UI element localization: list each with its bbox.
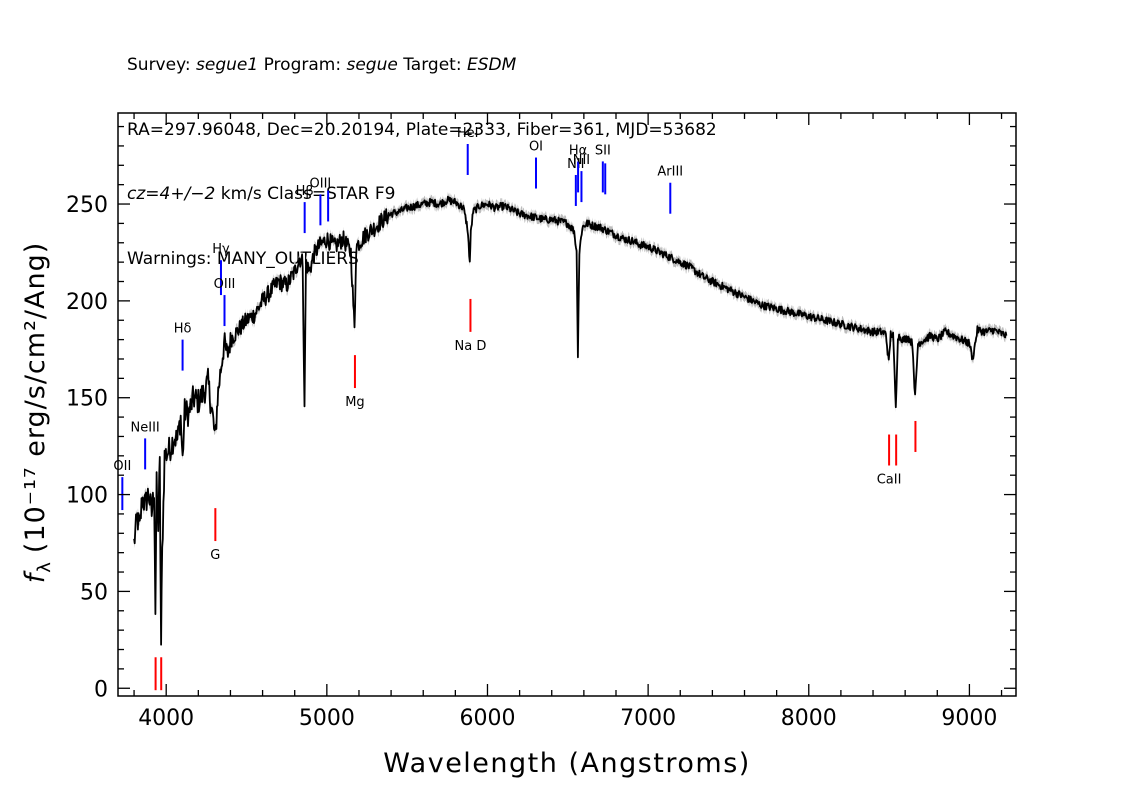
x-tick-label: 9000 [941, 706, 997, 731]
header-line-redshift: cz=4+/−2 km/s Class=STAR F9 [127, 184, 717, 206]
cz-value: cz=4+/−2 [127, 184, 216, 204]
emission-line-label: OI [529, 140, 543, 155]
y-axis-label: fλ (10⁻¹⁷ erg/s/cm²/Ang) [20, 242, 55, 584]
header-line-survey: Survey: segue1 Program: segue Target: ES… [127, 55, 717, 77]
survey-value: segue1 [196, 55, 259, 75]
y-tick-label: 200 [66, 290, 108, 315]
emission-line-label: NII [567, 157, 584, 172]
emission-line-label: OIII [214, 277, 236, 292]
y-axis-unit: (10⁻¹⁷ erg/s/cm²/Ang) [20, 242, 51, 553]
y-axis-subscript: λ [34, 561, 55, 573]
x-tick-label: 7000 [620, 706, 676, 731]
emission-line-label: NII [573, 153, 590, 168]
emission-line-label: OII [113, 459, 131, 474]
emission-line-label: NeIII [131, 420, 160, 435]
target-value: ESDM [466, 55, 517, 75]
y-tick-label: 50 [80, 580, 108, 605]
emission-line-label: Hα [569, 143, 587, 158]
emission-line-label: SII [595, 143, 611, 158]
emission-line-label: OIII [310, 176, 332, 191]
emission-line-label: Hβ [296, 184, 314, 199]
header-line-coordinates: RA=297.96048, Dec=20.20194, Plate=2333, … [127, 119, 717, 140]
y-tick-label: 150 [66, 387, 108, 412]
header-line-warnings: Warnings: MANY_OUTLIERS [127, 248, 359, 269]
absorption-line-label: Mg [345, 395, 364, 410]
program-label: Program: [263, 55, 342, 75]
y-axis-symbol: f [20, 570, 51, 583]
error-band [134, 191, 1007, 650]
target-label: Target: [403, 55, 462, 75]
x-tick-label: 4000 [138, 706, 194, 731]
absorption-line-label: G [210, 548, 220, 563]
spectrum-layer [133, 195, 1008, 646]
x-tick-label: 6000 [459, 706, 515, 731]
axis-ticks-layer: 4000 5000 6000 7000 8000 9000 0 50 100 150 200 250 [66, 113, 1016, 731]
absorption-line-label: CaII [877, 473, 902, 488]
emission-line-label: Hγ [212, 242, 230, 257]
spectrum-line [133, 195, 1008, 646]
plot-frame [117, 112, 1017, 697]
absorption-line-label: Na D [455, 339, 487, 354]
y-tick-label: 100 [66, 484, 108, 509]
x-axis-label: Wavelength (Angstroms) [383, 748, 751, 779]
class-value: km/s Class=STAR F9 [215, 184, 396, 204]
y-tick-label: 0 [94, 677, 108, 702]
emission-line-label: HeI [457, 126, 479, 141]
error-band-layer [134, 191, 1007, 650]
emission-line-label: Hδ [174, 322, 192, 337]
survey-label: Survey: [127, 55, 191, 75]
y-tick-label: 250 [66, 193, 108, 218]
emission-line-label: ArIII [657, 165, 683, 180]
x-tick-label: 8000 [781, 706, 837, 731]
x-tick-label: 5000 [299, 706, 355, 731]
spectrum-header: Survey: segue1 Program: segue Target: ES… [127, 12, 717, 292]
program-value: segue [346, 55, 398, 75]
